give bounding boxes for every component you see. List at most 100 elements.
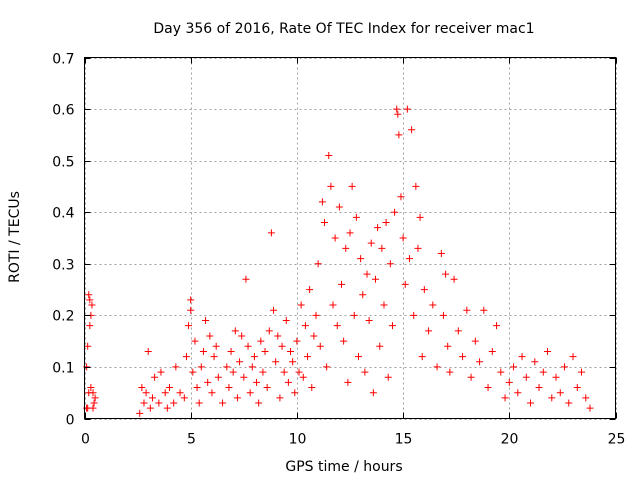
data-point [172, 363, 180, 371]
data-point [284, 378, 292, 386]
y-axis-title: ROTI / TECUs [7, 191, 23, 283]
data-point [84, 342, 92, 350]
data-point [410, 311, 418, 319]
data-point [522, 373, 530, 381]
data-point [293, 337, 301, 345]
data-point [384, 373, 392, 381]
data-point [265, 327, 273, 335]
y-tick-label: 0.6 [52, 103, 74, 119]
x-tick-label: 20 [501, 432, 519, 448]
x-tick-label: 5 [187, 432, 196, 448]
data-point [331, 234, 339, 242]
data-point [535, 384, 543, 392]
y-tick-label: 0.7 [52, 52, 74, 68]
data-point [401, 280, 409, 288]
data-point [306, 286, 314, 294]
data-point [193, 384, 201, 392]
data-point [527, 399, 535, 407]
data-point [363, 270, 371, 278]
data-point [361, 368, 369, 376]
data-point [272, 358, 280, 366]
data-point [403, 105, 411, 113]
data-point [157, 368, 165, 376]
data-point [484, 384, 492, 392]
data-point [238, 332, 246, 340]
data-point [416, 213, 424, 221]
data-point [344, 378, 352, 386]
data-point [505, 378, 513, 386]
data-point [518, 353, 526, 361]
data-point [280, 368, 288, 376]
data-point [136, 409, 144, 417]
data-point [350, 311, 358, 319]
data-point [90, 399, 98, 407]
data-point [338, 280, 346, 288]
data-point [433, 363, 441, 371]
data-point [325, 151, 333, 159]
data-point [229, 368, 237, 376]
data-point [488, 347, 496, 355]
data-point [144, 347, 152, 355]
data-point [327, 182, 335, 190]
data-point [197, 363, 205, 371]
data-point [454, 327, 462, 335]
data-point [225, 384, 233, 392]
data-point [142, 389, 150, 397]
data-point [471, 337, 479, 345]
data-point [314, 260, 322, 268]
data-point [276, 394, 284, 402]
data-point [170, 399, 178, 407]
data-point [354, 353, 362, 361]
y-tick-label: 0.2 [52, 309, 74, 325]
data-point [399, 234, 407, 242]
data-point [552, 373, 560, 381]
data-point [231, 327, 239, 335]
data-point [244, 342, 252, 350]
data-point [323, 363, 331, 371]
data-point [210, 353, 218, 361]
data-point [263, 384, 271, 392]
x-tick-label: 10 [289, 432, 307, 448]
data-point [418, 353, 426, 361]
data-point [393, 105, 401, 113]
data-point [85, 291, 93, 299]
data-point [138, 384, 146, 392]
data-point [444, 342, 452, 350]
data-point [297, 301, 305, 309]
x-tick-label: 15 [395, 432, 413, 448]
data-point [282, 317, 290, 325]
data-point [394, 110, 402, 118]
data-point [204, 378, 212, 386]
data-point [348, 182, 356, 190]
data-point [342, 244, 350, 252]
data-point [420, 286, 428, 294]
data-point [202, 317, 210, 325]
data-points [83, 105, 594, 417]
data-point [376, 342, 384, 350]
data-point [548, 394, 556, 402]
data-point [255, 399, 263, 407]
data-point [388, 322, 396, 330]
data-point [501, 394, 509, 402]
data-point [86, 322, 94, 330]
data-point [329, 301, 337, 309]
axis-ticks [84, 57, 617, 420]
data-point [199, 347, 207, 355]
data-point [240, 373, 248, 381]
data-point [391, 208, 399, 216]
data-point [214, 373, 222, 381]
data-point [510, 363, 518, 371]
data-point [463, 306, 471, 314]
data-point [267, 229, 275, 237]
data-point [346, 229, 354, 237]
data-point [208, 389, 216, 397]
data-point [357, 255, 365, 263]
data-point [165, 384, 173, 392]
data-point [437, 249, 445, 257]
plot-frame [84, 57, 616, 419]
data-point [91, 394, 99, 402]
data-point [187, 306, 195, 314]
data-point [514, 389, 522, 397]
data-point [242, 275, 250, 283]
